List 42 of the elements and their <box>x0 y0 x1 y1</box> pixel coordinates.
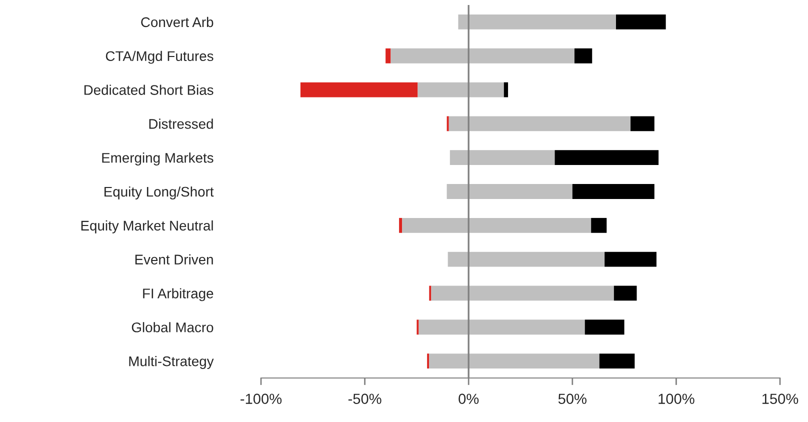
bar <box>554 150 659 166</box>
bar <box>584 320 624 335</box>
y-tick-label: Multi-Strategy <box>129 356 214 369</box>
x-tick-label: 150% <box>762 394 798 404</box>
y-tick-label: CTA/Mgd Futures <box>106 50 214 64</box>
y-tick-label: Global Macro <box>132 322 214 332</box>
y-tick-label: Equity Market Neutral <box>81 220 213 234</box>
y-tick-label: Distressed <box>149 118 213 129</box>
y-tick-label: Event Driven <box>135 254 213 264</box>
y-tick-label: Convert Arb <box>141 16 214 28</box>
bar <box>450 150 555 166</box>
y-tick-label: Emerging Markets <box>102 152 214 166</box>
bar <box>386 48 391 64</box>
bar <box>630 116 654 132</box>
bar <box>614 286 637 301</box>
y-tick-label: Equity Long/Short <box>104 186 214 200</box>
bar <box>591 218 607 233</box>
bar <box>418 82 504 98</box>
bar <box>429 354 600 369</box>
x-tick-label: 100% <box>658 394 694 404</box>
x-tick-label: -100% <box>240 394 282 404</box>
bar <box>399 218 402 233</box>
x-tick-label: -50% <box>348 394 382 404</box>
x-tick-label: 0% <box>458 394 479 404</box>
bar <box>446 184 572 199</box>
bar <box>604 252 656 267</box>
bar <box>448 252 605 267</box>
bar <box>402 218 592 233</box>
bar <box>418 320 585 335</box>
bar <box>599 354 635 369</box>
bar <box>448 116 631 132</box>
bar <box>572 184 654 199</box>
bar <box>458 14 616 30</box>
bar <box>431 286 614 301</box>
x-tick-label: 50% <box>558 394 586 404</box>
bar <box>574 48 592 64</box>
y-tick-label: Dedicated Short Bias <box>84 84 214 95</box>
bar <box>504 82 508 98</box>
y-tick-label: FI Arbitrage <box>143 288 214 302</box>
bar <box>300 82 418 98</box>
bar <box>390 48 574 64</box>
bar <box>616 14 666 30</box>
